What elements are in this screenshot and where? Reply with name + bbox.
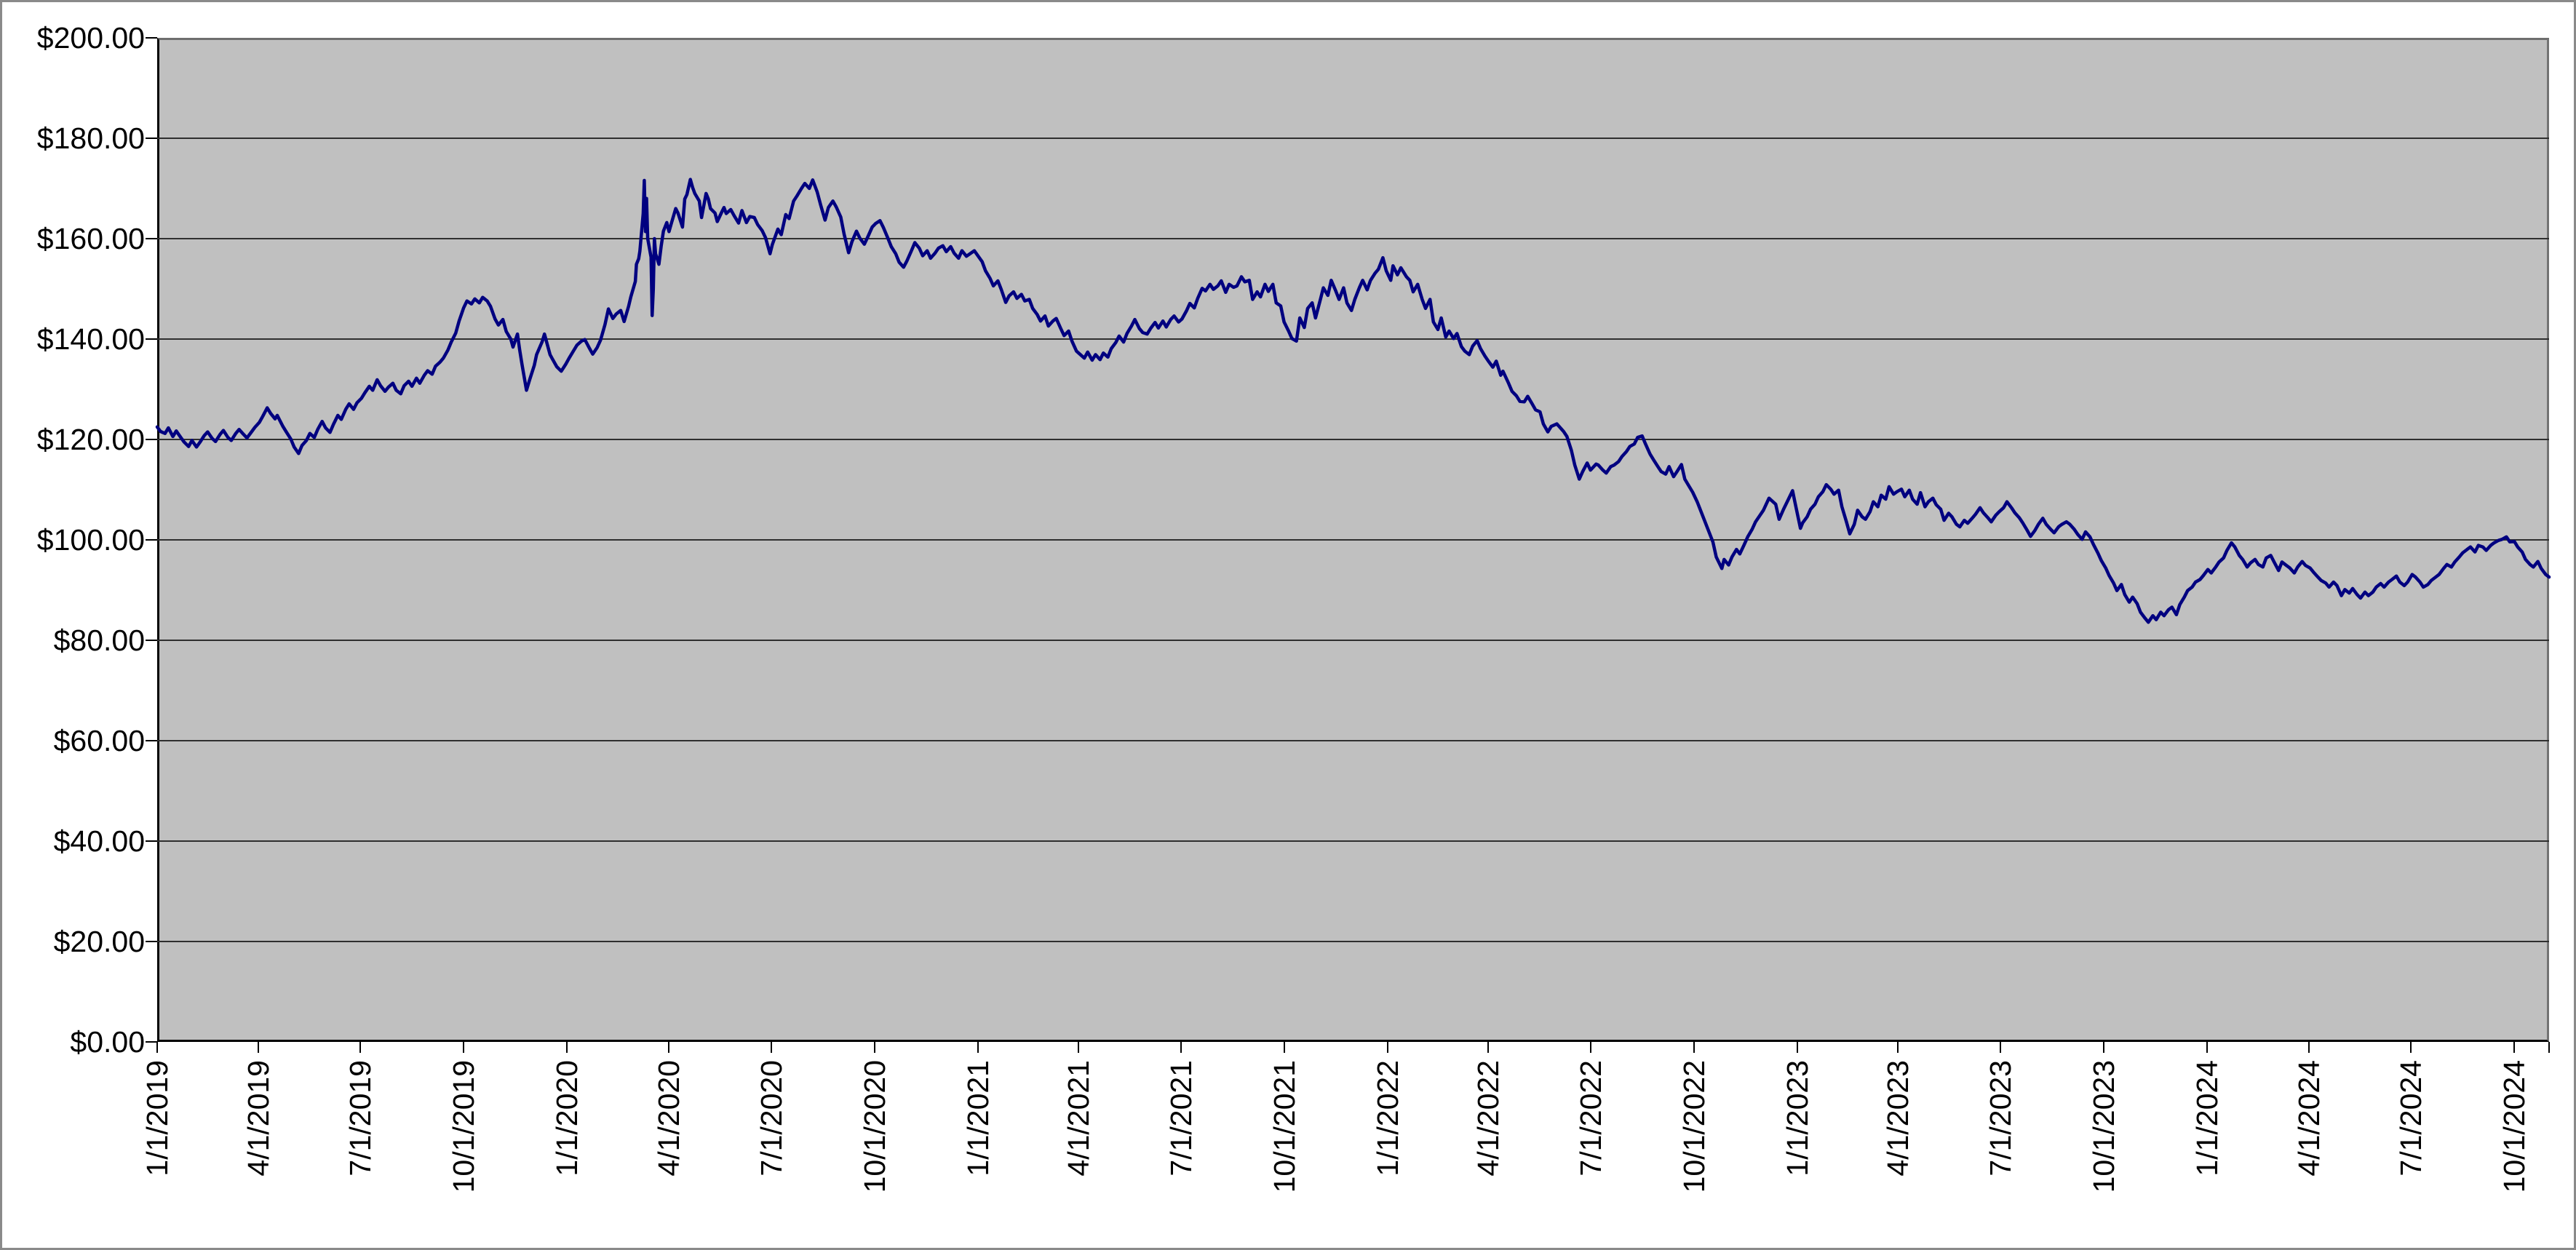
x-tick	[1180, 1042, 1182, 1053]
x-tick	[156, 1042, 158, 1053]
x-tick	[2513, 1042, 2516, 1053]
x-tick	[1999, 1042, 2001, 1053]
x-tick	[1283, 1042, 1285, 1053]
x-tick	[1589, 1042, 1591, 1053]
gridline	[157, 338, 2549, 340]
y-axis-label: $80.00	[53, 624, 145, 657]
y-axis-label: $20.00	[53, 925, 145, 958]
gridline	[157, 439, 2549, 440]
y-axis-label: $180.00	[36, 122, 145, 155]
price-line	[155, 178, 2551, 624]
x-tick	[1897, 1042, 1899, 1053]
gridline	[157, 640, 2549, 641]
y-tick	[146, 439, 157, 440]
x-tick	[1487, 1042, 1490, 1053]
gridline	[157, 840, 2549, 842]
x-tick	[359, 1042, 362, 1053]
y-tick	[146, 740, 157, 741]
gridline	[157, 740, 2549, 741]
y-tick	[146, 238, 157, 239]
x-tick	[1796, 1042, 1798, 1053]
y-tick	[146, 1041, 157, 1043]
y-axis-label: $140.00	[36, 322, 145, 356]
gridline	[157, 238, 2549, 239]
y-tick	[146, 338, 157, 340]
x-tick	[566, 1042, 568, 1053]
x-tick	[463, 1042, 465, 1053]
x-tick	[257, 1042, 259, 1053]
gridline	[157, 539, 2549, 541]
x-tick	[1078, 1042, 1080, 1053]
gridline	[157, 138, 2549, 139]
x-tick	[668, 1042, 670, 1053]
x-tick	[2410, 1042, 2412, 1053]
y-tick	[146, 539, 157, 541]
x-tick	[873, 1042, 875, 1053]
y-axis-label: $160.00	[36, 222, 145, 255]
y-tick	[146, 138, 157, 139]
y-axis-label: $40.00	[53, 824, 145, 858]
x-tick	[977, 1042, 979, 1053]
y-axis-label: $200.00	[36, 21, 145, 55]
y-axis-label: $0.00	[70, 1025, 145, 1059]
x-tick	[2307, 1042, 2310, 1053]
y-tick	[146, 840, 157, 842]
y-tick	[146, 640, 157, 641]
y-axis-label: $100.00	[36, 523, 145, 557]
y-axis-label: $60.00	[53, 724, 145, 757]
gridline	[157, 941, 2549, 942]
y-axis-label: $120.00	[36, 423, 145, 456]
x-tick	[2206, 1042, 2208, 1053]
x-tick	[2102, 1042, 2104, 1053]
x-tick	[2548, 1042, 2550, 1053]
x-tick	[1386, 1042, 1388, 1053]
y-tick	[146, 37, 157, 39]
x-tick	[770, 1042, 772, 1053]
x-tick	[1693, 1042, 1695, 1053]
y-tick	[146, 941, 157, 942]
